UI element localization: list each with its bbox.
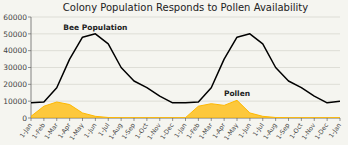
tick-mark bbox=[69, 118, 70, 121]
grid-line bbox=[31, 67, 340, 68]
tick-mark bbox=[262, 118, 263, 121]
tick-mark bbox=[275, 118, 276, 121]
series-label: Bee Population bbox=[63, 23, 127, 32]
tick-mark bbox=[301, 118, 302, 121]
tick-mark bbox=[28, 17, 31, 18]
chart: Colony Population Responds to Pollen Ava… bbox=[0, 0, 348, 145]
tick-mark bbox=[198, 118, 199, 121]
tick-mark bbox=[224, 118, 225, 121]
tick-mark bbox=[28, 50, 31, 51]
tick-label: 1-May bbox=[222, 121, 240, 142]
tick-label: 1-May bbox=[68, 121, 86, 142]
tick-mark bbox=[314, 118, 315, 121]
tick-mark bbox=[43, 118, 44, 121]
tick-mark bbox=[121, 118, 122, 121]
tick-label: 1-Mar bbox=[43, 121, 59, 140]
tick-mark bbox=[146, 118, 147, 121]
tick-label: 20000 bbox=[3, 80, 27, 89]
tick-label: 1-Jun bbox=[82, 122, 98, 140]
tick-mark bbox=[108, 118, 109, 121]
tick-mark bbox=[288, 118, 289, 121]
tick-mark bbox=[134, 118, 135, 121]
tick-label: 40000 bbox=[3, 46, 27, 55]
tick-mark bbox=[211, 118, 212, 121]
tick-mark bbox=[82, 118, 83, 121]
grid-line bbox=[31, 33, 340, 34]
plot-area bbox=[31, 34, 340, 118]
title: Colony Population Responds to Pollen Ava… bbox=[63, 2, 308, 13]
grid-line bbox=[31, 101, 340, 102]
tick-label: 1-Dec bbox=[313, 121, 330, 141]
tick-label: 30000 bbox=[3, 63, 27, 72]
grid-line bbox=[31, 50, 340, 51]
tick-mark bbox=[28, 118, 31, 119]
tick-mark bbox=[327, 118, 328, 121]
tick-label: 1-Sep bbox=[120, 122, 137, 141]
grid-line bbox=[31, 17, 340, 18]
tick-mark bbox=[249, 118, 250, 121]
x-axis: 1-Jan1-Feb1-Mar1-Apr1-May1-Jun1-Jul1-Aug… bbox=[18, 118, 343, 142]
series-label: Pollen bbox=[224, 89, 250, 98]
tick-label: 10000 bbox=[3, 97, 27, 106]
tick-label: 1-Jun bbox=[237, 122, 253, 140]
tick-label: 1-Sep bbox=[275, 122, 292, 141]
tick-mark bbox=[172, 118, 173, 121]
tick-label: 50000 bbox=[3, 30, 27, 39]
y-axis: 0100002000030000400005000060000 bbox=[3, 13, 340, 123]
tick-mark bbox=[185, 118, 186, 121]
tick-mark bbox=[28, 101, 31, 102]
tick-mark bbox=[56, 118, 57, 121]
tick-label: 1-Dec bbox=[159, 121, 176, 141]
tick-mark bbox=[28, 33, 31, 34]
tick-mark bbox=[237, 118, 238, 121]
tick-mark bbox=[31, 118, 32, 121]
line bbox=[31, 34, 340, 103]
tick-mark bbox=[28, 84, 31, 85]
tick-mark bbox=[340, 118, 341, 121]
tick-mark bbox=[159, 118, 160, 121]
tick-mark bbox=[28, 67, 31, 68]
tick-mark bbox=[95, 118, 96, 121]
tick-label: 60000 bbox=[3, 13, 27, 22]
tick-label: 1-Mar bbox=[197, 121, 213, 140]
tick-label: 1-Jan bbox=[327, 122, 343, 140]
